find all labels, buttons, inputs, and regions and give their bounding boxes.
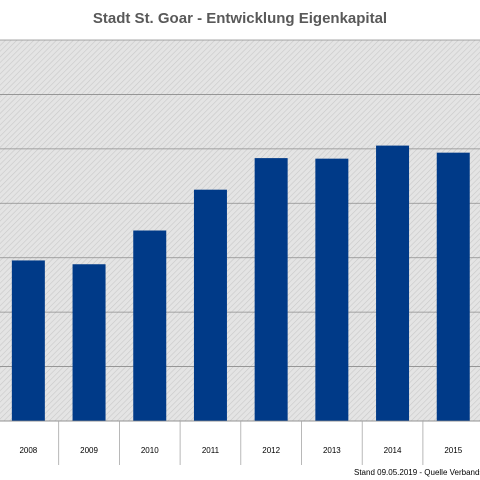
bar-2014: [376, 145, 410, 421]
source-note: Stand 09.05.2019 - Quelle Verbandsgemein…: [354, 468, 480, 477]
bar-2008: [11, 260, 45, 421]
x-tick-2011: 2011: [202, 446, 220, 455]
bar-2009: [72, 264, 106, 421]
x-tick-2008: 2008: [19, 446, 37, 455]
x-tick-2009: 2009: [80, 446, 98, 455]
bar-2010: [133, 230, 167, 421]
x-tick-2014: 2014: [384, 446, 402, 455]
bar-2012: [254, 158, 288, 422]
x-tick-2012: 2012: [262, 446, 280, 455]
bar-2015: [436, 152, 470, 421]
bars: [11, 145, 470, 422]
x-tick-2015: 2015: [444, 446, 462, 455]
chart-title: Stadt St. Goar - Entwicklung Eigenkapita…: [93, 10, 387, 27]
bar-2011: [193, 189, 227, 421]
bar-2013: [315, 158, 349, 421]
x-axis: 2008 2009 2010 2011 2012 2013 2014 2015: [0, 420, 480, 465]
x-tick-2010: 2010: [141, 446, 159, 455]
x-tick-2013: 2013: [323, 446, 341, 455]
